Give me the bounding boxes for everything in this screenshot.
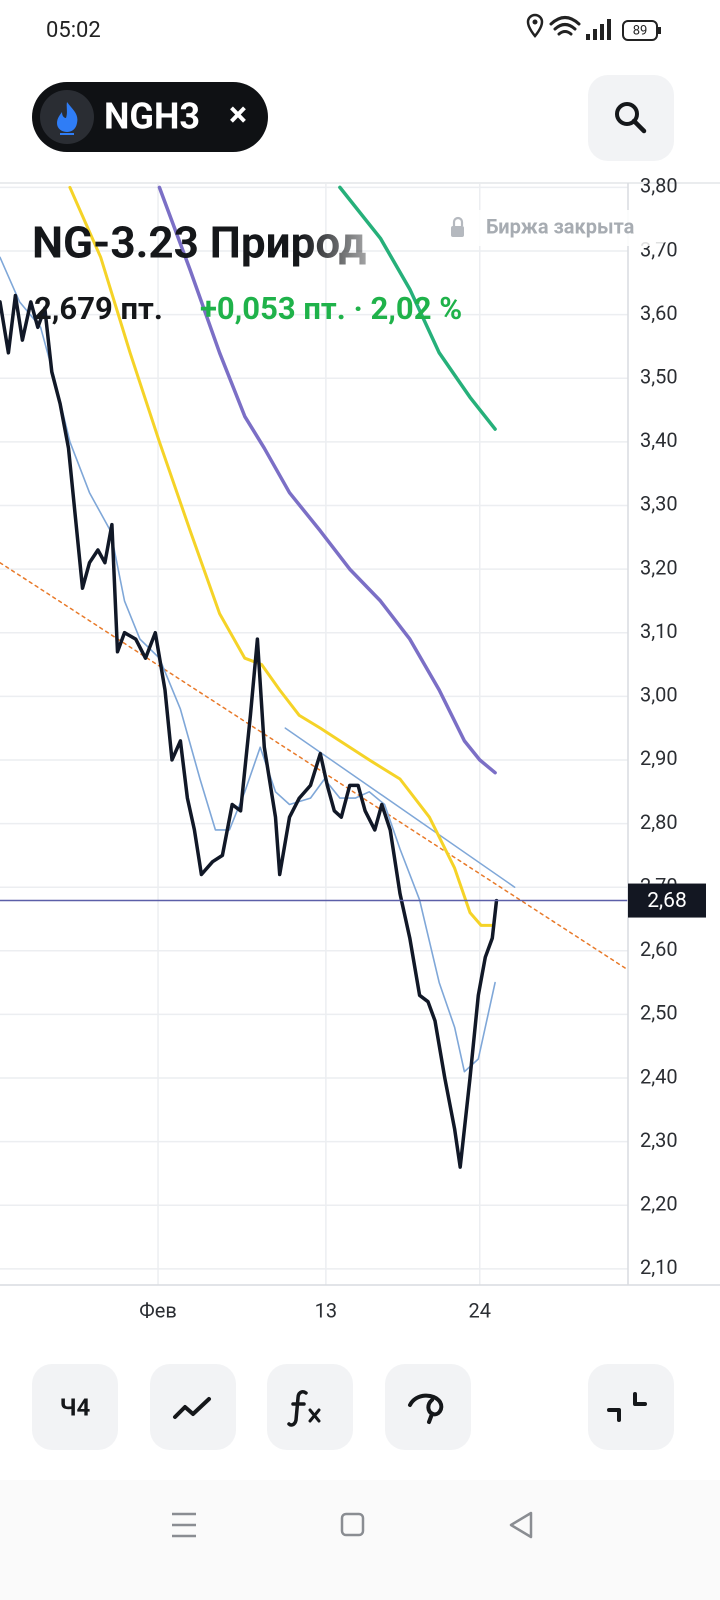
- price-tag: [628, 883, 706, 918]
- clock: 05:02: [46, 18, 101, 43]
- y-tick-label: 2,30: [640, 1128, 678, 1152]
- x-tick-label: 24: [468, 1298, 490, 1322]
- market-status: Биржа закрыта: [486, 214, 635, 238]
- ticker: NGH3: [104, 96, 200, 138]
- y-tick-label: 2,90: [640, 746, 678, 770]
- instrument-title: NG-3.23 Природ: [32, 217, 366, 269]
- last-price: 2,679 пт.: [34, 290, 163, 327]
- chart-type-bg[interactable]: [150, 1364, 236, 1450]
- chart-type-button[interactable]: [150, 1364, 236, 1450]
- y-tick-label: 2,10: [640, 1255, 678, 1279]
- lock-icon: [451, 226, 464, 237]
- series-line: [0, 293, 499, 1169]
- interval-label: Ч4: [60, 1393, 91, 1421]
- toolbar: Ч4: [32, 1364, 674, 1450]
- indicators-bg[interactable]: [267, 1364, 353, 1450]
- series-line: [157, 185, 497, 775]
- y-tick-label: 3,30: [640, 492, 678, 516]
- y-tick-label: 3,20: [640, 555, 678, 579]
- nav-home[interactable]: [340, 1512, 365, 1537]
- battery-icon: [622, 20, 658, 41]
- fullscreen-button[interactable]: [588, 1364, 674, 1450]
- fullscreen-bg[interactable]: [588, 1364, 674, 1450]
- signal-icon: [586, 19, 611, 40]
- series-line: [338, 185, 497, 431]
- search-icon: [615, 102, 639, 126]
- nav-back[interactable]: [509, 1511, 533, 1539]
- wifi-icon: [549, 16, 581, 36]
- x-tick-label: 13: [315, 1298, 337, 1322]
- interval-button[interactable]: Ч4: [32, 1364, 118, 1450]
- y-tick-label: 3,60: [640, 301, 678, 325]
- y-tick-label: 3,80: [640, 174, 678, 198]
- series-line: [0, 256, 496, 1073]
- price-tag-label: 2,68: [647, 889, 687, 913]
- search-button[interactable]: [588, 75, 674, 161]
- y-tick-label: 2,20: [640, 1192, 678, 1216]
- grid: [0, 184, 628, 1285]
- y-tick-label: 3,10: [640, 619, 678, 643]
- lock-shackle: [452, 216, 464, 226]
- axes: 2,102,202,302,402,502,602,702,802,903,00…: [139, 174, 706, 1322]
- y-tick-label: 3,50: [640, 365, 678, 389]
- x-tick-label: Фев: [139, 1298, 176, 1322]
- fullscreen-icon: [607, 1392, 647, 1422]
- status-pill: [435, 210, 672, 246]
- fx-x: [308, 1408, 321, 1423]
- search-handle: [631, 118, 647, 134]
- flame-icon: [57, 102, 78, 132]
- ticker-chip[interactable]: NGH3 ×: [32, 82, 268, 152]
- series-line: [284, 727, 516, 888]
- y-tick-label: 2,80: [640, 810, 678, 834]
- y-tick-label: 3,40: [640, 428, 678, 452]
- search-bg[interactable]: [588, 75, 674, 161]
- price-change: +0,053 пт. · 2,02 %: [200, 290, 462, 327]
- status-bar: 05:02 89: [46, 13, 661, 43]
- chart-type-icon: [173, 1397, 211, 1419]
- location-dot: [532, 19, 538, 25]
- close-chip[interactable]: ×: [229, 95, 247, 135]
- battery-level: 89: [633, 23, 648, 38]
- battery-tip: [658, 27, 661, 34]
- y-tick-label: 2,60: [640, 937, 678, 961]
- instrument-info: Биржа закрыта NG-3.23 Природ 2,679 пт. +…: [32, 210, 672, 327]
- y-tick-label: 2,40: [640, 1064, 678, 1088]
- indicators-button[interactable]: [267, 1364, 353, 1450]
- chip-background[interactable]: [32, 82, 268, 152]
- drawing-icon: [408, 1393, 444, 1424]
- interval-bg[interactable]: [32, 1364, 118, 1450]
- drawing-button[interactable]: [385, 1364, 471, 1450]
- nav-menu[interactable]: [172, 1512, 196, 1538]
- plot: [0, 185, 628, 1169]
- series-line: [0, 561, 628, 971]
- nav-bar: [0, 1480, 720, 1600]
- location-icon: [526, 13, 544, 38]
- series-line: [68, 185, 494, 927]
- y-tick-label: 3,00: [640, 683, 678, 707]
- fx-icon: [287, 1390, 308, 1427]
- y-tick-label: 2,50: [640, 1001, 678, 1025]
